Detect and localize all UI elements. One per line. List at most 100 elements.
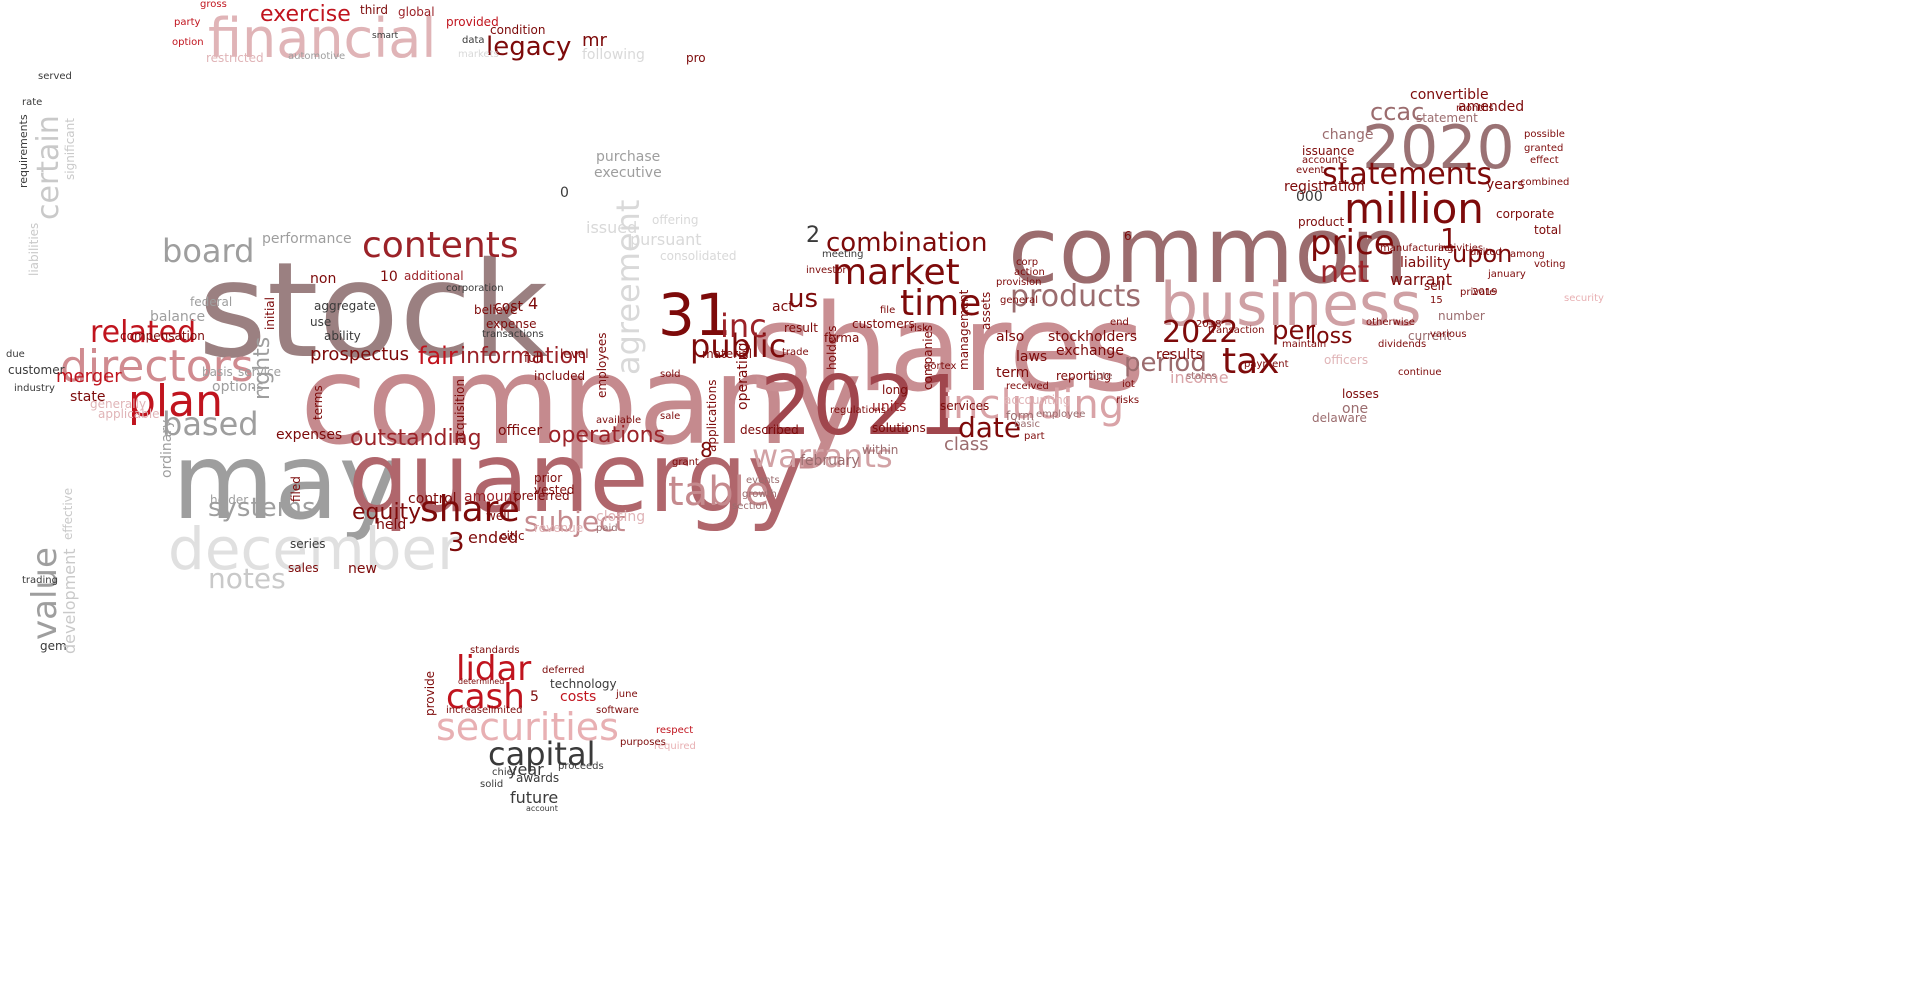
word-small: product [1298, 215, 1345, 229]
word-small: part [1024, 431, 1045, 442]
word-small: software [596, 705, 639, 716]
word-small: general [1000, 295, 1039, 306]
word-small: 2018 [1196, 319, 1222, 330]
word-small: 2 [806, 223, 820, 248]
word-small: future [510, 788, 559, 807]
word-price: price [1310, 223, 1395, 263]
word-certain: certain [31, 115, 66, 220]
word-may: may [172, 421, 401, 543]
word-small: restricted [206, 51, 264, 65]
word-small: activities [1438, 243, 1484, 254]
word-small: closing [596, 509, 646, 525]
word-small: limited [488, 705, 523, 716]
word-2021: 2021 [760, 359, 969, 454]
word-information: information [460, 344, 587, 369]
word-small: offering [652, 213, 699, 227]
word-equity: equity [352, 500, 422, 525]
word-small: deferred [542, 665, 585, 676]
word-small: trade [782, 347, 809, 358]
word-small: section [732, 501, 769, 512]
word-small: reporting [1056, 369, 1112, 383]
word-ccac: ccac [1370, 98, 1425, 126]
word-small: total [1534, 223, 1562, 237]
word-small: states [1186, 371, 1217, 382]
word-small: non [310, 271, 337, 287]
word-small: provide [423, 670, 437, 716]
word-lidar: lidar [456, 649, 532, 689]
word-small: customers [852, 317, 915, 331]
word-small: consolidated [660, 249, 737, 263]
word-small: current [1408, 329, 1452, 343]
word-small: amount [464, 489, 519, 505]
word-small: transaction [1208, 325, 1265, 336]
word-small: operating [735, 342, 751, 410]
word-small: manufacturing [1380, 243, 1454, 254]
word-small: basis [202, 365, 233, 379]
word-prospectus: prospectus [310, 344, 410, 365]
word-table: table [668, 469, 770, 515]
word-small: ended [468, 528, 519, 547]
word-small: delaware [1312, 411, 1367, 425]
word-small: results [1156, 347, 1203, 363]
word-small: issuance [1302, 144, 1355, 158]
word-fair: fair [418, 342, 458, 370]
word-small: industry [14, 383, 55, 394]
word-small: material [702, 347, 753, 361]
word-small: payment [1244, 359, 1289, 370]
word-small: file [880, 305, 896, 316]
word-small: 2019 [1472, 287, 1498, 298]
word-inc: inc [720, 307, 767, 345]
word-small: determined [458, 677, 505, 686]
word-directors: directors [60, 341, 254, 392]
word-small: also [996, 329, 1025, 345]
word-small: united [1470, 247, 1502, 258]
word-small: full [524, 351, 543, 365]
word-small: performance [262, 231, 352, 247]
word-small: services [940, 399, 990, 413]
word-financial: financial [208, 7, 437, 70]
word-small: solid [480, 779, 504, 790]
word-small: event [1296, 165, 1325, 176]
word-small: issued [586, 218, 638, 237]
word-small: expenses [276, 427, 343, 443]
word-small: condition [490, 23, 546, 37]
word-small: regulations [830, 405, 887, 416]
word-million: million [1344, 184, 1484, 233]
word-small: meeting [822, 249, 864, 260]
word-small: granted [1524, 143, 1564, 154]
word-small: pursuant [630, 230, 702, 249]
word-small: following [582, 47, 645, 63]
word-small: options [212, 379, 264, 395]
word-small: 5 [530, 689, 539, 705]
word-small: otherwise [1366, 317, 1415, 328]
word-outstanding: outstanding [350, 426, 482, 451]
word-small: number [1438, 309, 1485, 323]
word-statements: statements [1322, 157, 1493, 192]
word-small: increase [446, 705, 489, 716]
word-small: balance [150, 309, 206, 325]
word-2020: 2020 [1362, 113, 1515, 183]
word-small: holders [825, 325, 839, 370]
word-2022: 2022 [1162, 315, 1239, 350]
word-small: liabilities [27, 222, 41, 276]
word-small: significant [63, 118, 77, 180]
word-small: state [70, 389, 106, 405]
word-small: respect [656, 725, 694, 736]
word-legacy: legacy [486, 32, 572, 62]
word-small: third [360, 3, 388, 17]
word-small: management [957, 289, 971, 370]
word-capital: capital [488, 735, 596, 773]
word-small: revenue [534, 521, 584, 535]
word-small: series [290, 537, 326, 551]
word-based: based [162, 405, 259, 443]
word-small: party [174, 17, 201, 28]
word-small: laws [1016, 349, 1048, 365]
word-small: among [1510, 249, 1545, 260]
word-products: products [1010, 279, 1142, 314]
word-securities: securities [436, 705, 619, 749]
word-small: terms [311, 385, 325, 420]
word-small: months [1456, 103, 1494, 114]
word-small: growth [742, 489, 777, 500]
word-small: registration [1284, 179, 1365, 195]
